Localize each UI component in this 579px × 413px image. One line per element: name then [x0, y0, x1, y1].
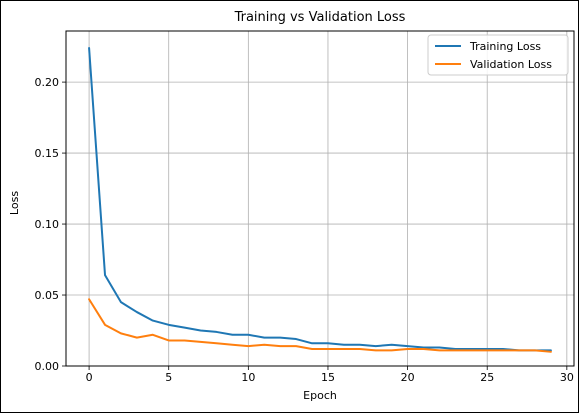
y-tick-label: 0.15 — [35, 147, 60, 160]
legend-box — [427, 34, 569, 76]
x-tick-label: 20 — [401, 371, 415, 384]
legend-label: Training Loss — [469, 40, 541, 53]
series-line-training-loss — [88, 47, 552, 352]
y-tick-label: 0.00 — [35, 360, 60, 373]
x-tick-label: 15 — [321, 371, 335, 384]
x-tick-label: 5 — [165, 371, 172, 384]
x-tick-label: 10 — [241, 371, 255, 384]
series-line-validation-loss — [88, 298, 552, 353]
plot-frame — [65, 30, 575, 367]
x-axis-label: Epoch — [303, 389, 337, 402]
x-tick-label: 0 — [86, 371, 93, 384]
chart-title: Training vs Validation Loss — [234, 10, 406, 25]
series-lines — [88, 47, 552, 353]
y-tick-label: 0.20 — [35, 76, 60, 89]
legend: Training Loss Validation Loss — [427, 34, 569, 76]
x-tick-label: 30 — [560, 371, 574, 384]
legend-label: Validation Loss — [470, 58, 552, 71]
y-axis-label: Loss — [8, 191, 21, 215]
grid-lines — [66, 31, 574, 367]
axis-ticks: 0 5 10 15 20 25 30 0.00 0.05 0.10 0.15 0.20 — [35, 76, 574, 384]
y-tick-label: 0.05 — [35, 289, 60, 302]
y-tick-label: 0.10 — [35, 218, 60, 231]
x-tick-label: 25 — [480, 371, 494, 384]
